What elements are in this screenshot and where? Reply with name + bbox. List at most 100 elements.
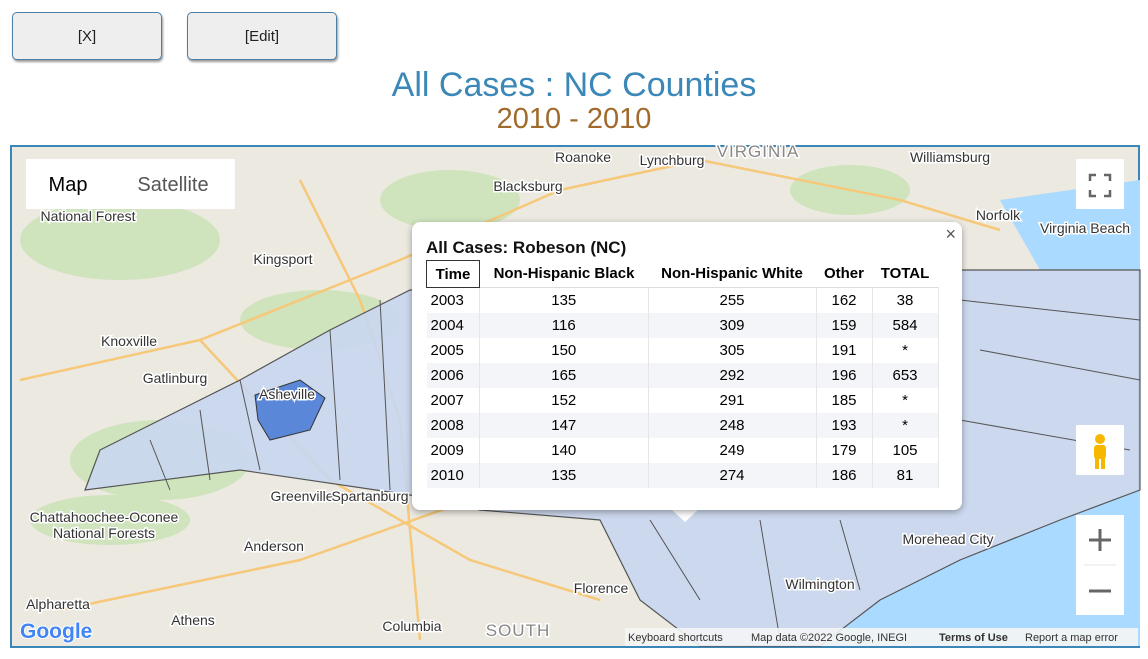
place-label: Morehead City <box>902 531 993 547</box>
footer-link[interactable]: Terms of Use <box>939 632 1008 644</box>
table-cell: 248 <box>648 413 817 438</box>
google-logo: Google <box>20 620 92 643</box>
close-button[interactable]: [X] <box>12 12 162 60</box>
column-header: Other <box>816 260 872 288</box>
fullscreen-button[interactable] <box>1076 159 1124 209</box>
table-cell: 105 <box>872 438 939 463</box>
place-label: Knoxville <box>101 333 157 349</box>
table-cell: * <box>872 338 939 363</box>
place-label: VIRGINIA <box>717 142 800 161</box>
table-row: 2008 147 248 193 * <box>426 413 939 438</box>
satellite-button[interactable]: Satellite <box>137 174 208 196</box>
subtitle: 2010 - 2010 <box>496 103 652 135</box>
fullscreen-icon <box>1088 173 1112 198</box>
edit-button[interactable]: [Edit] <box>187 12 337 60</box>
table-cell: 2009 <box>426 438 480 463</box>
ocean <box>820 490 1140 646</box>
place-label: Gatlinburg <box>143 370 208 386</box>
popup-title: All Cases: Robeson (NC) <box>426 238 627 257</box>
table-cell: 135 <box>479 463 649 488</box>
table-cell: 191 <box>816 338 873 363</box>
table-row: 2010 135 274 186 81 <box>426 463 939 488</box>
table-cell: 140 <box>479 438 649 463</box>
map-type-control <box>26 159 235 209</box>
table-cell: 186 <box>816 463 873 488</box>
table-cell: 159 <box>816 313 873 338</box>
table-cell: 2007 <box>426 388 480 413</box>
popup-close[interactable]: × <box>945 224 956 244</box>
footer-link[interactable]: Report a map error <box>1025 632 1118 644</box>
pegman-icon <box>1094 434 1106 469</box>
footer-text: Map data ©2022 Google, INEGI <box>751 632 907 644</box>
table-cell: 165 <box>479 363 649 388</box>
info-popup: × All Cases: Robeson (NC) Time Non-Hispan… <box>412 222 962 510</box>
column-header: Non-Hispanic White <box>648 260 816 288</box>
data-table: Time Non-Hispanic Black Non-Hispanic White… <box>426 260 939 488</box>
table-cell: 291 <box>648 388 817 413</box>
table-cell: 150 <box>479 338 649 363</box>
table-row: 2009 140 249 179 105 <box>426 438 939 463</box>
column-header: Time <box>426 260 480 288</box>
table-cell: 309 <box>648 313 817 338</box>
table-cell: 2008 <box>426 413 480 438</box>
table-cell: 255 <box>648 287 817 313</box>
table-cell: 135 <box>479 287 649 313</box>
table-cell: 162 <box>816 287 873 313</box>
place-label: Columbia <box>382 618 441 634</box>
highlighted-county <box>254 379 326 441</box>
map-labels: Roanoke Lynchburg VIRGINIA Williamsburg Blac… <box>25 141 1132 642</box>
table-row: 2003 135 255 162 38 <box>426 287 939 313</box>
table-cell: 2010 <box>426 463 480 488</box>
table-cell: 193 <box>816 413 873 438</box>
place-label: Roanoke <box>555 149 611 165</box>
table-cell: 2005 <box>426 338 480 363</box>
place-label: National Forests <box>53 525 155 541</box>
table-cell: 179 <box>816 438 873 463</box>
table-cell: 2006 <box>426 363 480 388</box>
table-cell: 147 <box>479 413 649 438</box>
table-cell: 274 <box>648 463 817 488</box>
place-label: Greenville <box>270 488 333 504</box>
place-label: Alpharetta <box>26 596 90 612</box>
map-footer <box>625 628 1138 646</box>
place-label: National Forest <box>41 208 136 224</box>
table-cell: 185 <box>816 388 873 413</box>
table-cell: 38 <box>872 287 939 313</box>
table-row: 2004 116 309 159 584 <box>426 313 939 338</box>
table-cell: 292 <box>648 363 817 388</box>
place-label: Chattahoochee-Oconee <box>30 509 179 525</box>
footer-link[interactable]: Keyboard shortcuts <box>628 632 723 644</box>
table-row: 2007 152 291 185 * <box>426 388 939 413</box>
popup-tail <box>670 508 700 522</box>
place-label: Lynchburg <box>640 152 705 168</box>
place-label: Kingsport <box>253 251 312 267</box>
table-cell: 81 <box>872 463 939 488</box>
title: All Cases : NC Counties <box>391 66 757 104</box>
place-label: Anderson <box>244 538 304 554</box>
place-label: Florence <box>574 580 629 596</box>
place-label: Blacksburg <box>493 178 562 194</box>
zoom-in[interactable] <box>1089 529 1111 551</box>
table-cell: 305 <box>648 338 817 363</box>
map-button[interactable]: Map <box>49 174 88 196</box>
place-label: Norfolk <box>976 207 1021 223</box>
table-cell: 116 <box>479 313 649 338</box>
table-cell: * <box>872 388 939 413</box>
place-label: Virginia Beach <box>1040 220 1130 236</box>
place-label: Williamsburg <box>910 149 990 165</box>
place-label: Spartanburg <box>331 488 408 504</box>
column-header: Non-Hispanic Black <box>479 260 648 288</box>
table-row: 2005 150 305 191 * <box>426 338 939 363</box>
place-label: Athens <box>171 612 215 628</box>
table-cell: * <box>872 413 939 438</box>
place-label: Wilmington <box>785 576 854 592</box>
place-label: SOUTH <box>486 621 551 640</box>
table-cell: 2004 <box>426 313 480 338</box>
column-header: TOTAL <box>872 260 938 288</box>
table-cell: 584 <box>872 313 939 338</box>
table-cell: 2003 <box>426 287 480 313</box>
table-cell: 152 <box>479 388 649 413</box>
table-cell: 653 <box>872 363 939 388</box>
table-row: 2006 165 292 196 653 <box>426 363 939 388</box>
